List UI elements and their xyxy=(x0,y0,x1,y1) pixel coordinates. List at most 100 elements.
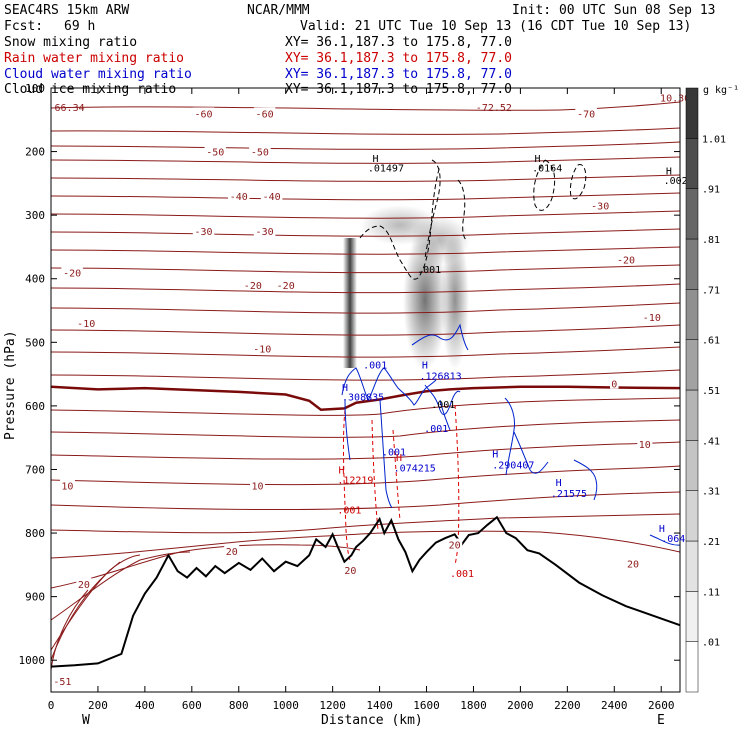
colorbar-swatch xyxy=(685,490,699,542)
cloud-water-contour xyxy=(649,534,680,546)
value-label: .001 xyxy=(450,569,474,580)
temperature-label-bg xyxy=(76,577,92,589)
x-axis: 0 200 400 600 800 1000 1200 1400 1600 1800 2000 220… xyxy=(48,88,675,712)
value-label: H xyxy=(342,383,348,394)
snow-shading xyxy=(343,205,470,370)
x-tick-label: 1200 xyxy=(319,699,346,712)
colorbar-label: .51 xyxy=(702,386,720,397)
temperature-label: 10 xyxy=(639,440,651,451)
temperature-label-bg xyxy=(253,107,276,119)
value-label: .290407 xyxy=(492,460,534,471)
colorbar-label: .31 xyxy=(702,487,720,498)
x-tick-label: 400 xyxy=(135,699,155,712)
y-tick-label: 400 xyxy=(25,273,45,286)
value-label: .001 xyxy=(363,361,387,372)
value-label: H xyxy=(534,154,540,165)
value-label: .21575 xyxy=(551,489,587,500)
value-label: .064 xyxy=(661,534,685,545)
temperature-label: -50 xyxy=(251,148,269,159)
temperature-label: -30 xyxy=(195,227,213,238)
temperature-label-bg xyxy=(251,342,273,354)
value-label: H xyxy=(396,453,402,464)
rain-water-contours xyxy=(342,404,460,566)
isotherm-line xyxy=(51,561,121,661)
temperature-label: -50 xyxy=(206,148,224,159)
temperature-label-bg xyxy=(274,279,297,291)
value-label: -72.52 xyxy=(476,103,512,114)
colorbar-swatch xyxy=(685,389,699,441)
colorbar: g kg⁻¹ .01 .11 .21 .31 .41 .51 .61 .71 .81 .91 1.0… xyxy=(685,85,739,693)
isotherm-line xyxy=(51,302,680,314)
value-label: H xyxy=(492,450,498,461)
temperature-label-bg xyxy=(204,145,227,157)
x-tick-label: 0 xyxy=(48,699,55,712)
temperature-labels: -70 -60 -60 -50 -50 -40 -40 -30 -30 -30 -20 -20 -20 -… xyxy=(59,107,663,591)
y-tick-label: 700 xyxy=(25,463,45,476)
temperature-label: -30 xyxy=(591,202,609,213)
temperature-label-bg xyxy=(228,190,250,202)
colorbar-swatch xyxy=(685,289,699,340)
plot-clipped xyxy=(51,101,680,671)
isotherm-line xyxy=(51,228,680,237)
cloud-ice-contour xyxy=(424,159,441,259)
cloud-ice-contour xyxy=(533,159,556,211)
cloud-ice-contour xyxy=(457,179,467,241)
colorbar-label: 1.01 xyxy=(702,134,726,145)
temperature-label: -20 xyxy=(244,281,262,292)
y-tick-label: 900 xyxy=(25,591,45,604)
cloud-water-contour xyxy=(344,399,351,461)
isotherm-line xyxy=(51,210,680,219)
colorbar-swatch xyxy=(685,339,699,391)
east-label: E xyxy=(657,713,665,728)
cloud-water-contour xyxy=(504,397,515,476)
y-axis-title: Pressure (hPa) xyxy=(3,330,18,440)
isotherm-line xyxy=(51,397,680,416)
rain-water-contour xyxy=(371,419,379,531)
colorbar-swatch xyxy=(685,87,699,139)
isotherm-line xyxy=(51,441,680,460)
temperature-label: -70 xyxy=(577,109,595,120)
colorbar-label: .41 xyxy=(702,436,720,447)
colorbar-label: .71 xyxy=(702,285,720,296)
value-label: H xyxy=(556,478,562,489)
colorbar-swatch xyxy=(685,440,699,491)
value-label: .12219 xyxy=(337,476,373,487)
temperature-label-bg xyxy=(615,253,637,265)
init-time: Init: 00 UTC Sun 08 Sep 13 xyxy=(512,3,716,18)
terrain-line xyxy=(51,515,680,668)
x-tick-label: 2200 xyxy=(554,699,581,712)
field-name-cloud-ice: Cloud ice mixing ratio xyxy=(4,82,176,97)
temperature-label-bg xyxy=(641,310,663,322)
temperature-label-bg xyxy=(61,266,83,278)
value-label: H xyxy=(422,361,428,372)
y-tick-label: 500 xyxy=(25,336,45,349)
colorbar-swatch xyxy=(685,591,699,642)
cloud-water-contour xyxy=(439,399,451,431)
cloud-ice-contour xyxy=(359,165,441,280)
temperature-label: -40 xyxy=(230,192,248,203)
temperature-label-bg xyxy=(610,377,619,389)
field-name-cloud-water: Cloud water mixing ratio xyxy=(4,67,192,82)
temperature-label-bg xyxy=(625,557,641,569)
isotherm-line xyxy=(51,346,680,358)
y-tick-label-top: 100 xyxy=(25,82,45,95)
field-legend: Snow mixing ratio XY= 36.1,187.3 to 175.… xyxy=(4,35,512,97)
temperature-label-bg xyxy=(260,190,283,202)
temperature-label: 20 xyxy=(78,580,90,591)
value-label: .126813 xyxy=(419,371,461,382)
x-tick-label: 1800 xyxy=(460,699,487,712)
value-label: .001 xyxy=(382,448,406,459)
value-label: 20 xyxy=(344,566,356,577)
colorbar-swatch xyxy=(685,540,699,592)
cloud-water-contour xyxy=(424,384,461,415)
x-tick-label: 2600 xyxy=(648,699,675,712)
rain-water-contour xyxy=(454,404,460,566)
temperature-label-bg xyxy=(192,225,215,237)
field-xy-snow: XY= 36.1,187.3 to 175.8, 77.0 xyxy=(285,35,512,50)
field-xy-rain: XY= 36.1,187.3 to 175.8, 77.0 xyxy=(285,51,512,66)
temperature-label: -10 xyxy=(643,313,661,324)
snow-column-1 xyxy=(343,238,357,368)
plot-area: 0 200 400 600 800 1000 1200 1400 1600 1800 2000 220… xyxy=(19,82,691,712)
